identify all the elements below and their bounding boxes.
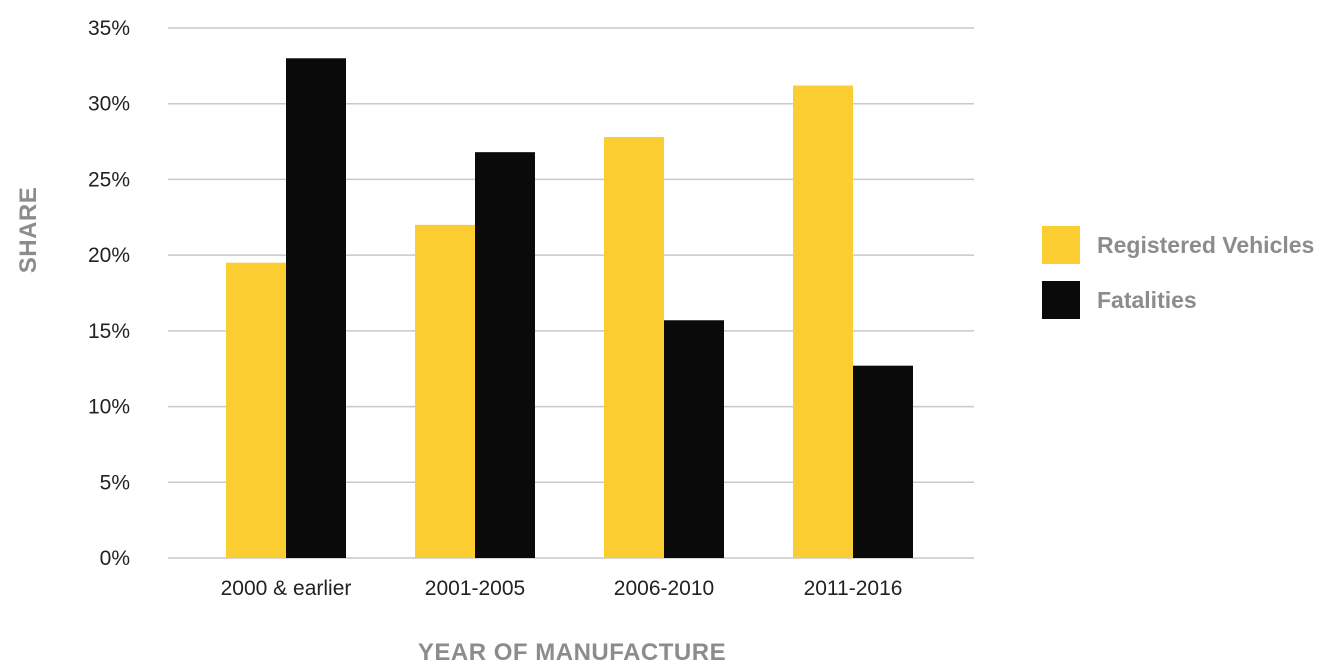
bar-registered-vehicles <box>604 137 664 558</box>
y-tick-label: 30% <box>88 93 130 116</box>
legend-label: Registered Vehicles <box>1097 232 1314 258</box>
y-tick-label: 10% <box>88 396 130 419</box>
bar-fatalities <box>286 58 346 559</box>
bar-fatalities <box>475 152 535 558</box>
bar-registered-vehicles <box>226 262 286 558</box>
y-tick-label: 0% <box>100 547 130 570</box>
bars <box>226 58 913 559</box>
legend: Registered Vehicles Fatalities <box>1042 226 1314 319</box>
x-tick-label: 2006-2010 <box>614 577 714 600</box>
legend-swatch <box>1042 281 1080 319</box>
y-tick-label: 15% <box>88 320 130 343</box>
x-tick-label: 2001-2005 <box>425 577 525 600</box>
y-axis-ticks: 0% 5% 10% 15% 20% 25% 30% 35% <box>88 17 130 570</box>
legend-swatch <box>1042 226 1080 264</box>
x-axis-ticks: 2000 & earlier 2001-2005 2006-2010 2011-201… <box>221 577 903 600</box>
bar-fatalities <box>853 365 913 558</box>
y-tick-label: 5% <box>100 471 130 494</box>
y-axis-title: SHARE <box>15 187 42 274</box>
x-axis-title: YEAR OF MANUFACTURE <box>418 639 726 661</box>
y-tick-label: 25% <box>88 168 130 191</box>
bar-registered-vehicles <box>415 224 475 558</box>
legend-label: Fatalities <box>1097 287 1197 313</box>
y-tick-label: 35% <box>88 17 130 40</box>
x-tick-label: 2000 & earlier <box>221 577 352 600</box>
bar-fatalities <box>664 320 724 558</box>
x-tick-label: 2011-2016 <box>804 577 903 600</box>
y-tick-label: 20% <box>88 244 130 267</box>
bar-registered-vehicles <box>793 85 853 559</box>
